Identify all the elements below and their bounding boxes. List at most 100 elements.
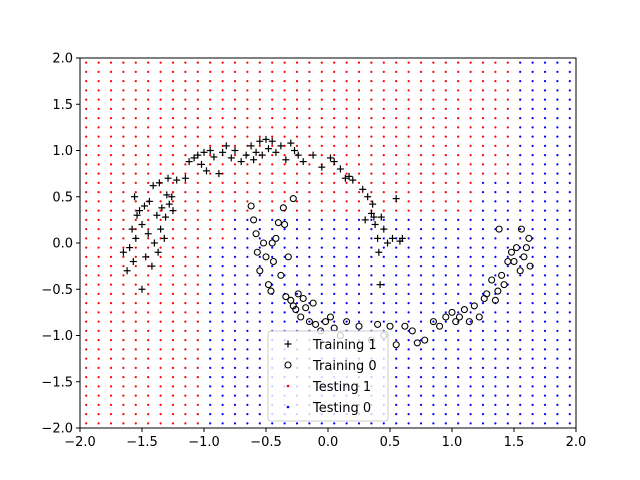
training-0-point	[494, 287, 502, 295]
testing-1-point	[184, 385, 187, 388]
testing-1-point	[122, 237, 125, 240]
testing-1-point	[109, 376, 113, 379]
training-1-point	[133, 211, 141, 219]
testing-1-point	[184, 172, 187, 175]
training-1-point	[215, 170, 223, 178]
testing-1-point	[382, 191, 385, 194]
training-1-point	[231, 147, 239, 154]
testing-1-point	[122, 339, 125, 342]
testing-0-point	[568, 135, 571, 138]
testing-1-point	[184, 135, 187, 138]
testing-1-point	[258, 209, 261, 212]
testing-1-point	[109, 209, 113, 212]
testing-1-point	[407, 144, 410, 147]
testing-1-point	[320, 172, 323, 175]
training-0-point	[321, 318, 330, 326]
testing-0-point	[370, 237, 373, 240]
testing-0-point	[283, 237, 286, 240]
testing-1-point	[184, 80, 187, 83]
testing-1-point	[382, 163, 385, 166]
testing-0-point	[258, 403, 261, 406]
testing-1-point	[407, 89, 410, 92]
testing-0-point	[543, 339, 547, 342]
testing-0-point	[395, 246, 398, 249]
training-1-point	[371, 221, 379, 228]
testing-1-point	[85, 237, 88, 240]
training-1-point	[144, 230, 152, 238]
testing-0-point	[407, 366, 410, 369]
testing-0-point	[308, 311, 311, 314]
testing-1-point	[85, 181, 88, 184]
testing-0-point	[469, 228, 472, 231]
testing-0-point	[395, 413, 398, 416]
testing-0-point	[258, 413, 261, 416]
legend-dot-marker	[286, 384, 290, 388]
testing-0-point	[246, 376, 249, 379]
training-1-point	[119, 248, 127, 256]
testing-0-point	[221, 329, 224, 332]
testing-0-point	[494, 329, 497, 332]
testing-0-point	[419, 265, 423, 268]
testing-0-point	[543, 209, 547, 212]
testing-0-point	[333, 218, 336, 221]
testing-1-point	[122, 218, 125, 221]
testing-0-point	[357, 292, 361, 295]
testing-1-point	[407, 172, 410, 175]
testing-0-point	[469, 376, 472, 379]
testing-0-point	[494, 376, 497, 379]
testing-1-point	[134, 255, 137, 258]
training-1-point	[160, 234, 168, 242]
testing-0-point	[543, 265, 547, 268]
testing-1-point	[159, 292, 162, 295]
testing-1-point	[147, 80, 150, 83]
testing-1-point	[122, 117, 125, 120]
testing-1-point	[196, 61, 199, 64]
testing-0-point	[568, 265, 571, 268]
testing-0-point	[444, 422, 447, 425]
training-1-point	[128, 225, 136, 233]
training-0-point	[522, 244, 530, 252]
testing-0-point	[457, 265, 460, 268]
testing-0-point	[419, 283, 423, 286]
testing-1-point	[457, 154, 460, 157]
testing-1-point	[147, 237, 150, 240]
testing-0-point	[258, 329, 261, 332]
testing-1-point	[85, 348, 88, 351]
testing-1-point	[457, 117, 460, 120]
testing-0-point	[444, 385, 447, 388]
testing-0-point	[432, 265, 435, 268]
testing-1-point	[457, 70, 460, 73]
training-0-point	[252, 230, 260, 238]
testing-1-point	[209, 154, 212, 157]
testing-1-point	[85, 200, 88, 203]
testing-0-point	[519, 200, 522, 203]
testing-0-point	[519, 394, 522, 397]
training-0-point	[355, 322, 363, 330]
testing-1-point	[209, 144, 212, 147]
testing-1-point	[457, 89, 460, 92]
testing-1-point	[109, 61, 113, 64]
training-1-point	[132, 234, 140, 242]
training-1-point	[181, 174, 189, 182]
testing-1-point	[85, 89, 88, 92]
testing-0-point	[519, 357, 522, 360]
testing-0-point	[494, 385, 497, 388]
testing-1-point	[283, 163, 286, 166]
testing-1-point	[407, 181, 410, 184]
testing-0-point	[320, 228, 323, 231]
testing-0-point	[457, 339, 460, 342]
testing-1-point	[209, 163, 212, 166]
testing-1-point	[419, 107, 423, 110]
testing-1-point	[171, 366, 175, 369]
training-1-point	[287, 139, 295, 147]
testing-0-point	[543, 385, 547, 388]
testing-0-point	[209, 403, 212, 406]
testing-1-point	[432, 89, 435, 92]
testing-0-point	[556, 70, 559, 73]
x-tick-label: −1.5	[126, 435, 158, 450]
training-1-point	[367, 209, 375, 217]
testing-1-point	[159, 246, 162, 249]
testing-1-point	[357, 80, 361, 83]
testing-1-point	[432, 200, 435, 203]
testing-1-point	[109, 311, 113, 314]
